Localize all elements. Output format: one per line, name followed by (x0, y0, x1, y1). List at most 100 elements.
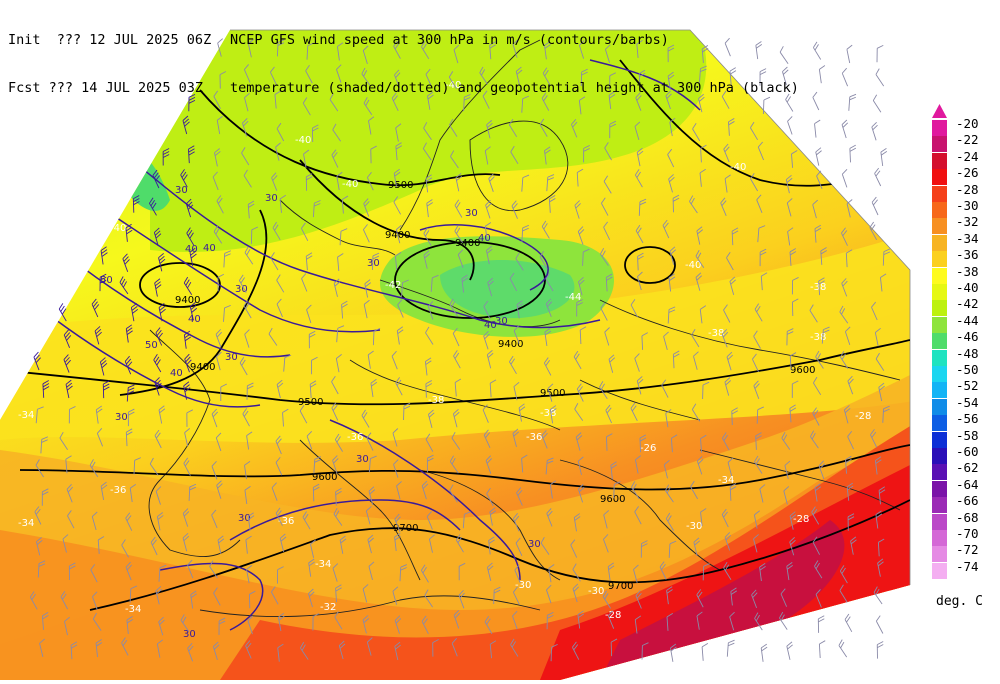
temperature-label: -42 (385, 280, 401, 291)
colorbar-arrow (932, 104, 952, 120)
temperature-label: -34 (18, 518, 34, 529)
temperature-label: -34 (125, 604, 141, 615)
colorbar-swatch (932, 153, 947, 169)
wind-label: 30 (115, 412, 128, 423)
temperature-label: -40 (295, 135, 311, 146)
height-label: 9600 (600, 494, 625, 505)
wind-barb (819, 66, 827, 84)
colorbar-swatch (932, 432, 947, 448)
wind-barb (874, 69, 888, 86)
height-label: 9500 (298, 397, 323, 408)
colorbar-label: -58 (956, 430, 979, 442)
colorbar-label: -42 (956, 298, 979, 310)
wind-barb (871, 197, 884, 215)
colorbar-swatch (932, 235, 947, 251)
temperature-label: -36 (526, 432, 542, 443)
colorbar: -20-22-24-26-28-30-32-34-36-38-40-42-44-… (932, 118, 1000, 578)
colorbar-label: -56 (956, 413, 979, 425)
height-label: 9600 (312, 472, 337, 483)
colorbar-swatch (932, 186, 947, 202)
colorbar-swatch (932, 464, 947, 480)
colorbar-label: -36 (956, 249, 979, 261)
wind-barb (812, 42, 826, 60)
temperature-label: -30 (588, 586, 604, 597)
wind-barb (812, 92, 825, 110)
wind-label: 40 (478, 233, 491, 244)
colorbar-label: -62 (956, 462, 979, 474)
colorbar-swatch (932, 382, 947, 398)
wind-barb (850, 145, 857, 162)
colorbar-label: -22 (956, 134, 979, 146)
colorbar-swatch (932, 415, 947, 431)
colorbar-swatch (932, 563, 947, 579)
wind-barb (787, 116, 798, 134)
height-label: 9400 (455, 238, 480, 249)
colorbar-swatch (932, 300, 947, 316)
colorbar-label: -32 (956, 216, 979, 228)
temperature-label: -38 (810, 332, 826, 343)
wind-barb (880, 148, 888, 166)
wind-barb (877, 641, 883, 658)
temperature-label: -34 (718, 475, 734, 486)
wind-label: 30 (265, 193, 278, 204)
wind-label: 40 (203, 243, 216, 254)
colorbar-label: -48 (956, 348, 979, 360)
colorbar-label: -74 (956, 561, 979, 573)
colorbar-label: -72 (956, 544, 979, 556)
colorbar-swatch (932, 366, 947, 382)
colorbar-label: -64 (956, 479, 979, 491)
colorbar-label: -38 (956, 266, 979, 278)
wind-barb (871, 122, 882, 140)
colorbar-label: -68 (956, 512, 979, 524)
colorbar-label: -24 (956, 151, 979, 163)
init-time: Init ??? 12 JUL 2025 06Z (8, 32, 230, 48)
temperature-label: -28 (793, 514, 809, 525)
title-line-2: temperature (shaded/dotted) and geopoten… (230, 80, 799, 96)
wind-label: 30 (225, 352, 238, 363)
wind-barb (818, 616, 824, 633)
colorbar-label: -52 (956, 380, 979, 392)
colorbar-swatch (932, 448, 947, 464)
colorbar-swatch (932, 530, 947, 546)
temperature-label: -34 (315, 559, 331, 570)
wind-barb (761, 644, 769, 662)
wind-label: 30 (356, 454, 369, 465)
wind-barb (819, 641, 826, 658)
wind-label: 50 (145, 340, 158, 351)
colorbar-label: -26 (956, 167, 979, 179)
wind-label: 40 (170, 368, 183, 379)
temperature-label: -32 (320, 602, 336, 613)
temperature-label: -30 (515, 580, 531, 591)
wind-barb (837, 640, 851, 657)
colorbar-swatch (932, 399, 947, 415)
wind-barb (841, 68, 853, 86)
colorbar-label: -40 (956, 282, 979, 294)
colorbar-swatch (932, 169, 947, 185)
wind-label: 40 (185, 244, 198, 255)
colorbar-label: -46 (956, 331, 979, 343)
wind-barb (877, 45, 883, 62)
temperature-label: -30 (686, 521, 702, 532)
height-label: 9400 (190, 362, 215, 373)
temperature-label: -40 (110, 223, 126, 234)
colorbar-swatch (932, 514, 947, 530)
temperature-label: -36 (110, 485, 126, 496)
wind-barb (841, 120, 852, 138)
wind-label: 30 (495, 316, 508, 327)
temperature-label: -40 (342, 179, 358, 190)
temperature-label: -26 (640, 443, 656, 454)
colorbar-swatch (932, 317, 947, 333)
colorbar-swatch (932, 136, 947, 152)
wind-barb (814, 120, 822, 138)
title-line-1: NCEP GFS wind speed at 300 hPa in m/s (c… (230, 32, 669, 48)
height-label: 9500 (388, 180, 413, 191)
colorbar-label: -30 (956, 200, 979, 212)
colorbar-label: -50 (956, 364, 979, 376)
temperature-label: -34 (18, 410, 34, 421)
wind-barb (702, 643, 709, 660)
wind-label: 40 (188, 314, 201, 325)
temperature-label: -40 (730, 162, 746, 173)
temperature-label: -38 (810, 282, 826, 293)
colorbar-swatch (932, 202, 947, 218)
